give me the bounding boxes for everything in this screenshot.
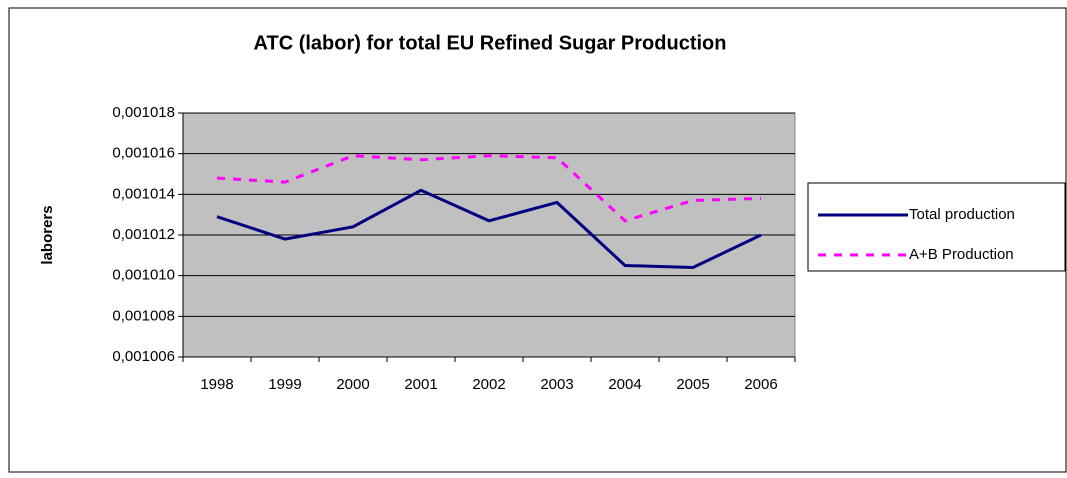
legend-label: A+B Production xyxy=(909,246,1014,263)
chart-title: ATC (labor) for total EU Refined Sugar P… xyxy=(254,32,727,54)
x-tick-label: 2000 xyxy=(336,376,369,393)
x-tick-label: 2005 xyxy=(676,376,709,393)
x-tick-label: 2006 xyxy=(744,376,777,393)
x-tick-label: 1998 xyxy=(200,376,233,393)
legend-label: Total production xyxy=(909,206,1015,223)
y-axis-label: laborers xyxy=(39,205,56,264)
y-tick-label: 0,001012 xyxy=(112,226,175,243)
x-tick-label: 2002 xyxy=(472,376,505,393)
y-tick-label: 0,001014 xyxy=(112,185,175,202)
y-tick-label: 0,001018 xyxy=(112,104,175,121)
series-line xyxy=(216,188,762,270)
y-tick-label: 0,001010 xyxy=(112,267,175,284)
x-tick-label: 2004 xyxy=(608,376,641,393)
y-tick-label: 0,001016 xyxy=(112,145,175,162)
x-tick-label: 2001 xyxy=(404,376,437,393)
y-tick-label: 0,001008 xyxy=(112,307,175,324)
series-line xyxy=(216,154,762,223)
x-tick-label: 1999 xyxy=(268,376,301,393)
y-tick-label: 0,001006 xyxy=(112,348,175,365)
x-tick-label: 2003 xyxy=(540,376,573,393)
